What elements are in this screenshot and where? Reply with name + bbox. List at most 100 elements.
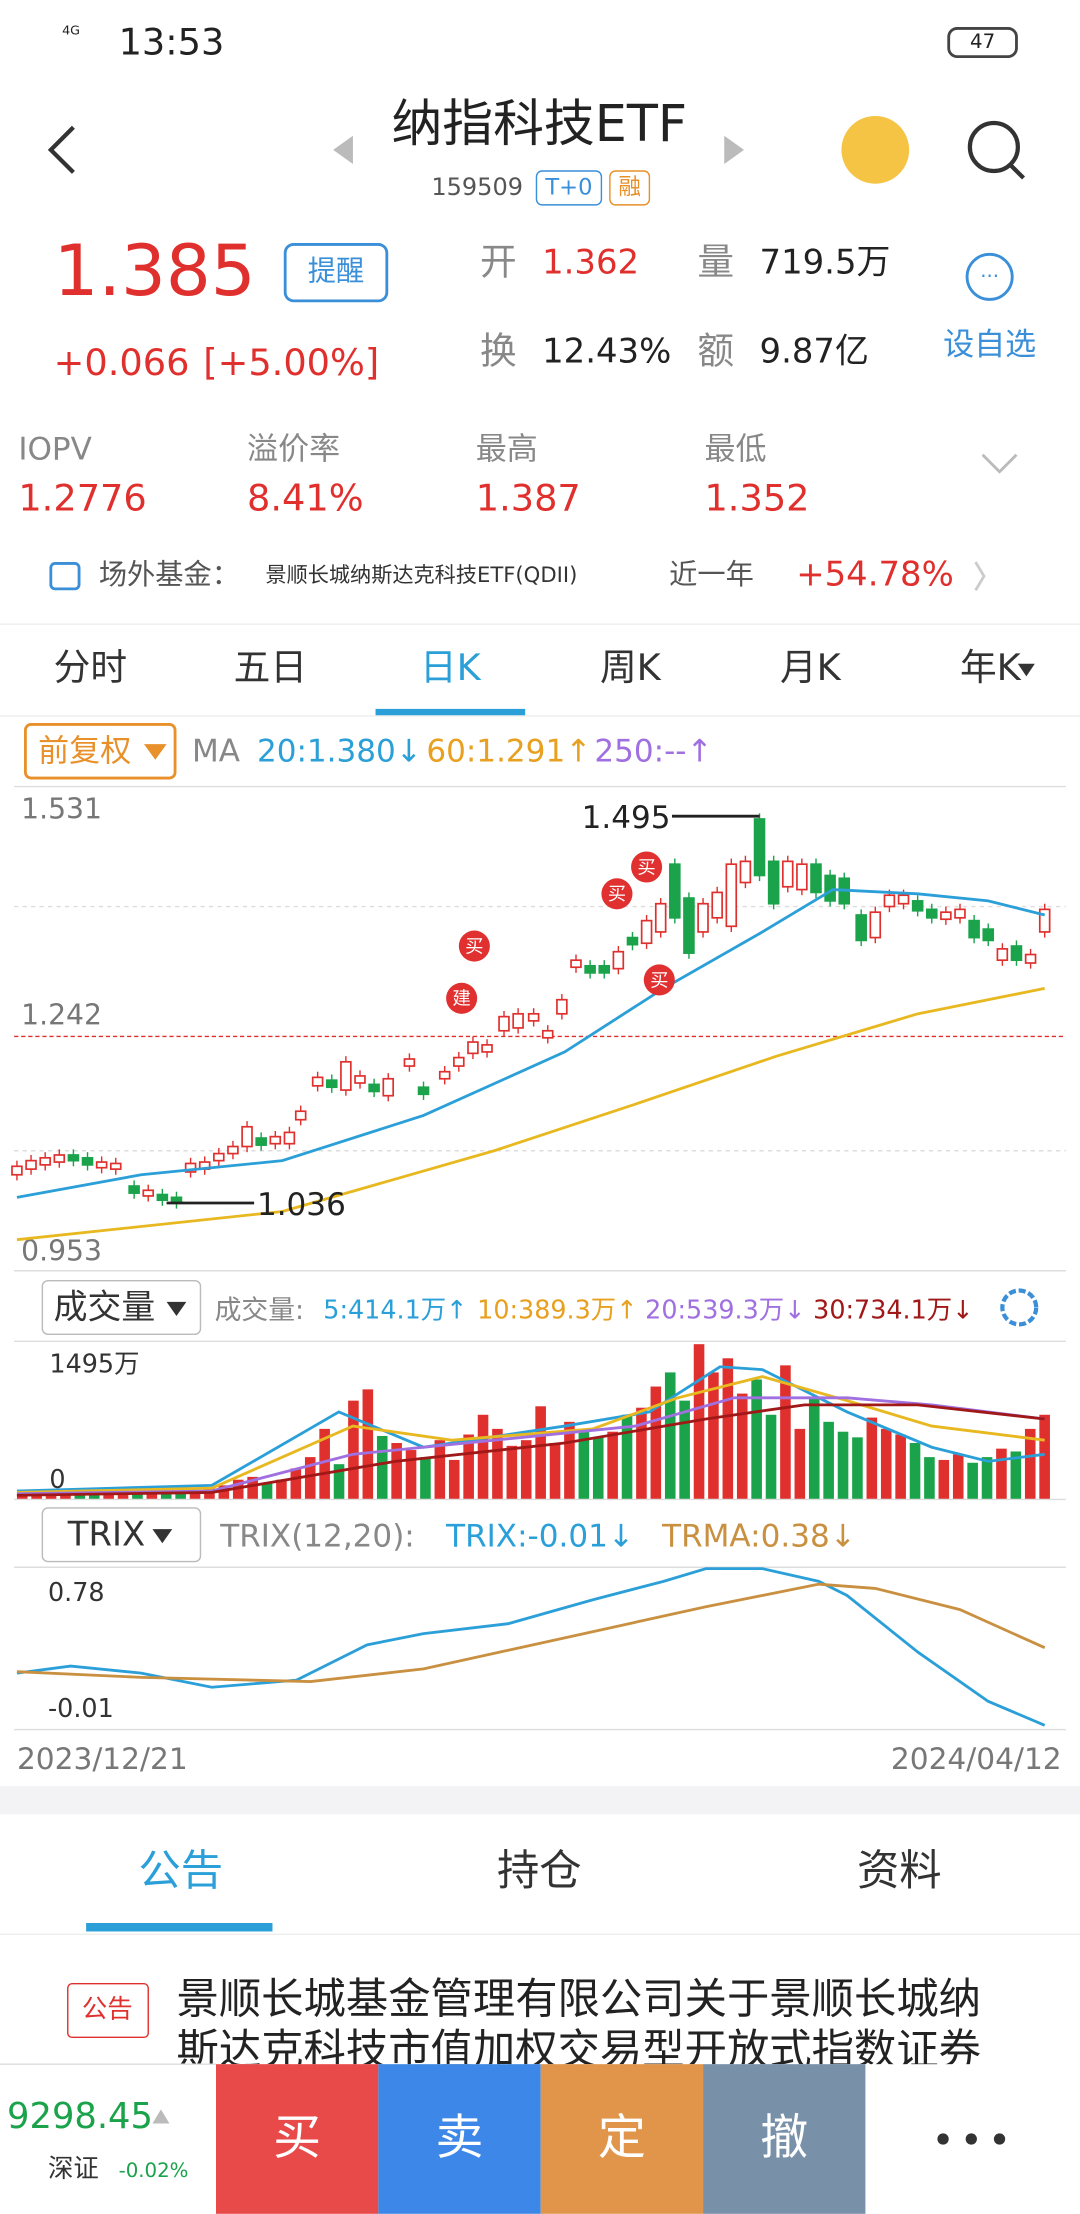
candle-body bbox=[697, 902, 709, 933]
y-tick-label: 0.953 bbox=[21, 1234, 102, 1267]
trix-item: TRMA:0.38↓ bbox=[661, 1519, 856, 1555]
watch[interactable]: 设自选 bbox=[943, 327, 1036, 363]
metrics: IOPV 1.2776 溢价率 8.41% 最高 1.387 最低 1.352 bbox=[18, 432, 809, 520]
info-tab[interactable]: 公告 bbox=[138, 1846, 223, 1895]
back[interactable] bbox=[47, 125, 75, 174]
volume-bar bbox=[160, 1492, 172, 1500]
period-tab[interactable]: 年K bbox=[960, 646, 1022, 689]
dropdown bbox=[166, 1301, 187, 1316]
trade-marker bbox=[643, 964, 675, 996]
trix-selector[interactable]: TRIX bbox=[67, 1515, 145, 1554]
info-tab[interactable]: 持仓 bbox=[497, 1846, 582, 1895]
low-label: 1.036 bbox=[257, 1187, 346, 1223]
alert-button[interactable] bbox=[283, 243, 389, 303]
trade-button[interactable] bbox=[378, 2064, 541, 2214]
settings[interactable] bbox=[1000, 1288, 1039, 1327]
volume-bar bbox=[420, 1457, 431, 1500]
volume-bar bbox=[1010, 1451, 1022, 1500]
more-dot[interactable] bbox=[993, 2133, 1006, 2145]
trade-marker bbox=[446, 982, 478, 1014]
volume-bar bbox=[592, 1437, 604, 1500]
candle-body bbox=[11, 1165, 23, 1176]
volume-bar bbox=[895, 1434, 906, 1500]
period-tab[interactable]: 日K bbox=[420, 646, 482, 689]
adjust-box[interactable] bbox=[24, 723, 177, 780]
candle-body bbox=[269, 1135, 282, 1145]
volume-bar bbox=[650, 1386, 662, 1500]
candle-body bbox=[498, 1015, 510, 1032]
trade-marker bbox=[458, 930, 490, 962]
arrow bbox=[974, 561, 986, 592]
trade-button-label[interactable]: 买 bbox=[273, 2109, 321, 2165]
candle-body bbox=[25, 1159, 37, 1170]
candle-body bbox=[982, 928, 995, 942]
volume-bar bbox=[736, 1393, 748, 1500]
volume-bar bbox=[909, 1443, 921, 1500]
index-market: 深证 bbox=[48, 2153, 99, 2183]
candle-body bbox=[612, 950, 625, 970]
volume-bar bbox=[290, 1468, 302, 1500]
volume-bar bbox=[247, 1476, 258, 1500]
trade-button[interactable] bbox=[540, 2064, 704, 2214]
volume-bar bbox=[304, 1457, 316, 1500]
volume-bar bbox=[189, 1491, 201, 1500]
volume-box[interactable] bbox=[41, 1279, 202, 1336]
candle-body bbox=[325, 1079, 338, 1089]
volume-bar bbox=[938, 1459, 950, 1500]
volume-ma: 30:734.1万↓ bbox=[813, 1295, 973, 1325]
avatar[interactable] bbox=[841, 115, 910, 184]
info-tab[interactable]: 资料 bbox=[857, 1846, 942, 1895]
volume-selector[interactable]: 成交量 bbox=[54, 1287, 156, 1326]
ann-line[interactable]: 景顺长城基金管理有限公司关于景顺长城纳 bbox=[176, 1975, 981, 2024]
volume-bar bbox=[261, 1482, 273, 1500]
trade-button-label[interactable]: 定 bbox=[598, 2109, 646, 2165]
candle-body bbox=[467, 1041, 479, 1055]
candle-body bbox=[541, 1029, 554, 1039]
alert[interactable]: 提醒 bbox=[308, 255, 364, 288]
period-tab[interactable]: 周K bbox=[600, 646, 662, 689]
stat-label: 额 bbox=[697, 330, 734, 373]
offsite-fund[interactable]: 景顺长城纳斯达克科技ETF(QDII) bbox=[265, 562, 577, 587]
next[interactable] bbox=[724, 135, 744, 164]
more-dot[interactable] bbox=[965, 2133, 977, 2145]
search[interactable] bbox=[967, 120, 1021, 174]
volume-bar bbox=[679, 1400, 690, 1500]
trix-box[interactable] bbox=[41, 1507, 202, 1563]
prev[interactable] bbox=[333, 135, 353, 164]
candle-body bbox=[810, 863, 822, 894]
trade-button[interactable] bbox=[216, 2064, 379, 2214]
candle-body bbox=[725, 863, 738, 928]
adjust[interactable]: 前复权 bbox=[38, 734, 131, 770]
offsite-return: +54.78% bbox=[796, 555, 954, 594]
period-tab[interactable]: 五日 bbox=[234, 646, 307, 689]
trade-button-label[interactable]: 卖 bbox=[436, 2109, 484, 2165]
volume-bar bbox=[708, 1372, 719, 1500]
candle-body bbox=[417, 1086, 430, 1096]
volume-bar bbox=[218, 1485, 230, 1500]
period-tab[interactable]: 分时 bbox=[54, 646, 127, 689]
volume-bar bbox=[333, 1464, 345, 1500]
metric-label: IOPV bbox=[18, 432, 92, 468]
y-tick-label: 1.531 bbox=[21, 793, 102, 826]
candles bbox=[11, 813, 1051, 1209]
trade-button[interactable] bbox=[703, 2064, 866, 2214]
trade-button-label[interactable]: 撤 bbox=[760, 2109, 808, 2165]
candle-body bbox=[911, 900, 924, 912]
candle-body bbox=[598, 964, 611, 974]
expand[interactable] bbox=[981, 453, 1018, 474]
watch-icon[interactable] bbox=[965, 252, 1014, 301]
ma20-line bbox=[16, 888, 1046, 1199]
ann-tag: 公告 bbox=[82, 1994, 133, 2024]
period-tab[interactable]: 月K bbox=[780, 646, 842, 689]
volume-bar bbox=[16, 1493, 28, 1500]
volume-bar bbox=[837, 1431, 849, 1500]
ma-item: 250:--↑ bbox=[594, 734, 712, 770]
more-dot[interactable] bbox=[937, 2133, 949, 2145]
dropdown bbox=[152, 1529, 173, 1544]
dropdown bbox=[1017, 663, 1035, 677]
vol-ma5 bbox=[16, 1365, 1045, 1493]
ann-tag-box bbox=[67, 1983, 149, 2039]
volume-bar bbox=[405, 1450, 417, 1500]
volume-bar bbox=[348, 1400, 359, 1500]
